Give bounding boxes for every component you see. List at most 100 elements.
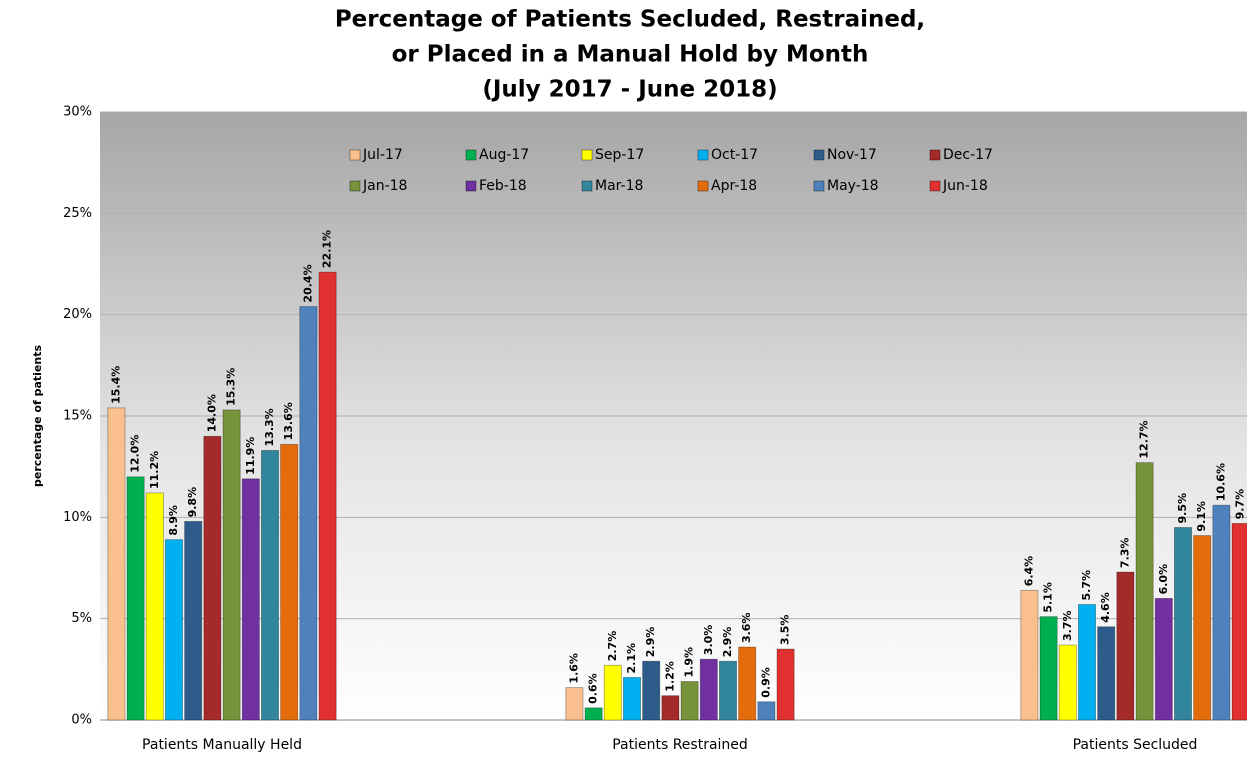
value-label: 2.9%	[721, 627, 734, 658]
bar	[1020, 589, 1039, 721]
bar	[603, 664, 622, 721]
chart-title: Percentage of Patients Secluded, Restrai…	[335, 7, 925, 33]
value-label: 2.1%	[625, 643, 638, 674]
value-label: 12.7%	[1138, 420, 1151, 458]
value-label: 20.4%	[301, 264, 314, 302]
value-label: 5.1%	[1042, 582, 1055, 613]
value-label: 12.0%	[129, 435, 142, 473]
value-label: 2.9%	[644, 627, 657, 658]
value-label: 9.7%	[1234, 489, 1247, 520]
legend-swatch	[349, 180, 361, 192]
bar	[164, 539, 183, 721]
legend-label: Aug-17	[479, 147, 529, 163]
bar	[680, 681, 699, 721]
value-label: 15.4%	[109, 366, 122, 404]
bar	[719, 660, 738, 721]
legend-swatch	[813, 180, 825, 192]
legend-label: Apr-18	[711, 178, 757, 194]
value-label: 9.8%	[186, 487, 199, 518]
value-label: 14.0%	[205, 394, 218, 432]
value-label: 5.7%	[1080, 570, 1093, 601]
y-tick-label: 10%	[63, 510, 92, 525]
value-label: 7.3%	[1118, 538, 1131, 569]
chart-title: (July 2017 - June 2018)	[482, 77, 777, 103]
value-label: 2.7%	[606, 631, 619, 662]
value-label: 13.6%	[282, 402, 295, 440]
value-label: 6.4%	[1022, 556, 1035, 587]
bar	[757, 701, 776, 721]
value-label: 11.9%	[244, 437, 257, 475]
y-tick-label: 30%	[63, 105, 92, 120]
bar	[1116, 571, 1135, 721]
legend-swatch	[581, 180, 593, 192]
bar	[184, 520, 203, 721]
chart-title: or Placed in a Manual Hold by Month	[392, 42, 869, 68]
bar	[1231, 523, 1247, 721]
value-label: 9.5%	[1176, 493, 1189, 524]
bar	[1212, 504, 1231, 721]
bar	[699, 658, 718, 721]
bar	[222, 409, 241, 721]
value-label: 0.6%	[587, 673, 600, 704]
legend-swatch	[465, 149, 477, 161]
value-label: 6.0%	[1157, 564, 1170, 595]
legend-label: Jan-18	[362, 178, 407, 194]
legend-swatch	[465, 180, 477, 192]
legend-swatch	[929, 180, 941, 192]
value-label: 1.6%	[567, 653, 580, 684]
value-label: 22.1%	[321, 230, 334, 268]
value-label: 3.7%	[1061, 610, 1074, 641]
legend-label: Jun-18	[942, 178, 988, 194]
value-label: 3.0%	[702, 625, 715, 656]
value-label: 9.1%	[1195, 501, 1208, 532]
value-label: 3.6%	[740, 613, 753, 644]
value-label: 1.2%	[663, 661, 676, 692]
legend-label: Oct-17	[711, 147, 758, 163]
value-label: 13.3%	[263, 408, 276, 446]
value-label: 10.6%	[1214, 463, 1227, 501]
legend-swatch	[929, 149, 941, 161]
bar	[107, 407, 126, 721]
bar	[642, 660, 661, 721]
value-label: 0.9%	[759, 667, 772, 698]
bar	[1193, 535, 1212, 721]
value-label: 1.9%	[683, 647, 696, 678]
y-tick-label: 5%	[71, 611, 92, 626]
bar	[1058, 644, 1077, 721]
legend-swatch	[349, 149, 361, 161]
bar	[1097, 626, 1116, 721]
bar	[318, 271, 337, 721]
bar	[1174, 527, 1193, 721]
bar	[203, 435, 222, 721]
bar	[260, 450, 279, 721]
bar	[126, 476, 145, 721]
bar	[145, 492, 164, 721]
legend-label: Feb-18	[479, 178, 527, 194]
legend-label: Dec-17	[943, 147, 993, 163]
bar	[1078, 604, 1097, 721]
value-label: 4.6%	[1099, 592, 1112, 623]
bar	[1039, 616, 1058, 721]
legend-label: Nov-17	[827, 147, 877, 163]
legend-label: Mar-18	[595, 178, 643, 194]
legend-label: Jul-17	[362, 147, 403, 163]
legend-swatch	[697, 149, 709, 161]
bar	[661, 695, 680, 721]
legend-label: May-18	[827, 178, 879, 194]
y-tick-label: 25%	[63, 206, 92, 221]
bar	[565, 687, 584, 721]
bar	[623, 677, 642, 721]
bar	[776, 648, 795, 721]
y-axis-label: percentage of patients	[31, 345, 44, 487]
bar	[1154, 598, 1173, 721]
legend-swatch	[697, 180, 709, 192]
bar	[1135, 462, 1154, 721]
bar	[299, 306, 318, 721]
bar	[738, 646, 757, 721]
legend-swatch	[581, 149, 593, 161]
y-tick-label: 15%	[63, 409, 92, 424]
y-tick-label: 20%	[63, 307, 92, 322]
bar	[241, 478, 260, 721]
value-label: 3.5%	[779, 615, 792, 646]
